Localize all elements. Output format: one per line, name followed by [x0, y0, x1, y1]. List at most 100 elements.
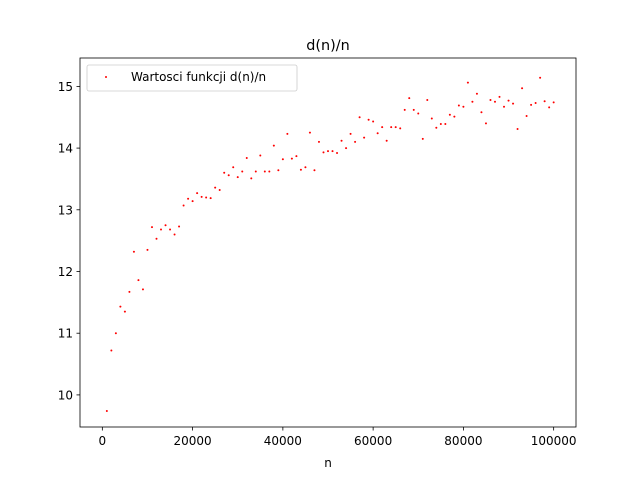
- x-tick-label: 100000: [531, 434, 577, 448]
- data-point: [331, 150, 334, 153]
- data-point: [290, 157, 293, 160]
- data-point: [444, 123, 447, 126]
- data-point: [155, 237, 158, 240]
- data-point: [150, 226, 153, 229]
- data-point: [552, 101, 555, 104]
- points-layer: [105, 76, 555, 412]
- data-point: [268, 170, 271, 173]
- x-tick-label: 60000: [354, 434, 392, 448]
- y-tick-label: 15: [58, 80, 73, 94]
- data-point: [539, 76, 542, 79]
- data-point: [105, 409, 108, 412]
- x-tick-label: 0: [99, 434, 107, 448]
- data-point: [313, 169, 316, 172]
- data-point: [304, 166, 307, 169]
- x-axis-label: n: [324, 456, 332, 470]
- chart-title: d(n)/n: [306, 38, 349, 54]
- data-point: [272, 144, 275, 147]
- data-point: [277, 169, 280, 172]
- data-point: [336, 152, 339, 155]
- data-point: [187, 197, 190, 200]
- data-point: [214, 186, 217, 189]
- plot-frame: [79, 57, 577, 428]
- x-tick-label: 20000: [174, 434, 212, 448]
- data-point: [385, 139, 388, 142]
- data-point: [308, 131, 311, 134]
- data-point: [403, 108, 406, 111]
- data-point: [178, 225, 181, 228]
- y-tick-label: 12: [58, 265, 73, 279]
- data-point: [390, 126, 393, 129]
- data-point: [503, 105, 506, 108]
- data-point: [421, 137, 424, 140]
- data-point: [516, 127, 519, 130]
- data-point: [160, 228, 163, 231]
- data-point: [363, 136, 366, 139]
- data-point: [137, 279, 140, 282]
- data-point: [457, 104, 460, 107]
- data-point: [322, 151, 325, 154]
- data-point: [471, 100, 474, 103]
- data-point: [196, 192, 199, 195]
- data-point: [236, 176, 239, 179]
- data-point: [354, 140, 357, 143]
- data-point: [412, 108, 415, 111]
- data-point: [223, 171, 226, 174]
- legend-label: Wartosci funkcji d(n)/n: [131, 70, 266, 84]
- data-point: [173, 233, 176, 236]
- data-point: [498, 95, 501, 98]
- data-point: [417, 112, 420, 115]
- data-point: [123, 310, 126, 313]
- data-point: [548, 106, 551, 109]
- data-point: [489, 98, 492, 101]
- x-tick-label: 40000: [264, 434, 302, 448]
- data-point: [376, 132, 379, 135]
- data-point: [250, 177, 253, 180]
- data-point: [245, 156, 248, 159]
- data-point: [475, 92, 478, 95]
- data-point: [227, 174, 230, 177]
- data-point: [525, 115, 528, 117]
- data-point: [367, 118, 370, 121]
- data-point: [259, 154, 262, 157]
- data-point: [191, 200, 194, 203]
- data-point: [254, 170, 257, 173]
- data-point: [299, 168, 302, 171]
- data-point: [164, 224, 167, 227]
- data-point: [327, 150, 329, 153]
- data-point: [435, 126, 438, 129]
- data-point: [169, 228, 172, 231]
- data-point: [507, 99, 510, 102]
- data-point: [286, 132, 289, 135]
- data-point: [119, 305, 122, 308]
- data-point: [426, 98, 429, 101]
- data-point: [218, 189, 221, 192]
- data-point: [146, 248, 149, 251]
- data-point: [512, 102, 515, 105]
- data-point: [110, 349, 113, 352]
- data-point: [317, 140, 320, 143]
- data-point: [521, 87, 524, 90]
- data-point: [200, 195, 203, 198]
- data-point: [394, 126, 397, 129]
- data-point: [141, 288, 144, 291]
- y-tick-label: 13: [58, 203, 73, 217]
- data-point: [349, 132, 352, 135]
- data-point: [345, 147, 348, 150]
- data-point: [241, 170, 244, 173]
- data-point: [466, 81, 469, 84]
- data-point: [182, 204, 185, 207]
- data-point: [448, 113, 451, 116]
- data-point: [484, 122, 487, 125]
- data-point: [530, 103, 533, 106]
- data-point: [439, 123, 442, 126]
- legend-box: [86, 64, 298, 92]
- x-axis-ticks: 0 20000 40000 60000 80000 100000: [99, 427, 577, 448]
- data-point: [340, 139, 343, 142]
- data-point: [408, 97, 411, 100]
- data-point: [281, 158, 284, 161]
- data-point: [534, 102, 537, 105]
- data-point: [132, 250, 135, 253]
- data-point: [430, 117, 433, 120]
